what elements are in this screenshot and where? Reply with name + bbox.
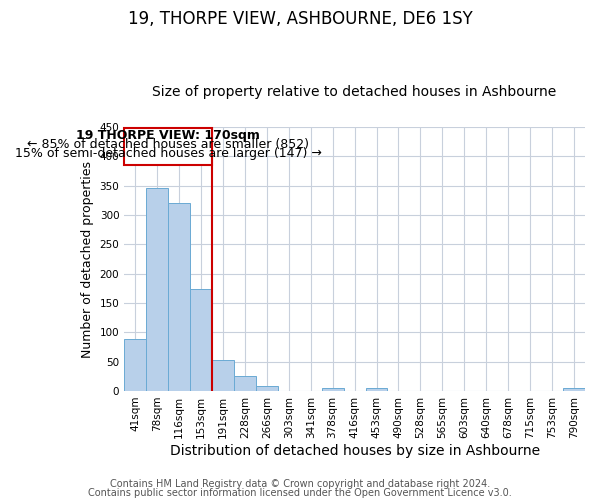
- Bar: [322, 388, 344, 391]
- Text: 19, THORPE VIEW, ASHBOURNE, DE6 1SY: 19, THORPE VIEW, ASHBOURNE, DE6 1SY: [128, 10, 472, 28]
- Bar: [146, 188, 168, 391]
- Title: Size of property relative to detached houses in Ashbourne: Size of property relative to detached ho…: [152, 86, 557, 100]
- Bar: [124, 128, 212, 165]
- Bar: [168, 204, 190, 391]
- Bar: [234, 376, 256, 391]
- Bar: [190, 289, 212, 391]
- Y-axis label: Number of detached properties: Number of detached properties: [81, 160, 94, 358]
- Bar: [365, 388, 388, 391]
- Bar: [563, 388, 585, 391]
- Bar: [256, 386, 278, 391]
- Bar: [212, 360, 234, 391]
- Text: ← 85% of detached houses are smaller (852): ← 85% of detached houses are smaller (85…: [27, 138, 309, 151]
- Text: Contains public sector information licensed under the Open Government Licence v3: Contains public sector information licen…: [88, 488, 512, 498]
- Text: Contains HM Land Registry data © Crown copyright and database right 2024.: Contains HM Land Registry data © Crown c…: [110, 479, 490, 489]
- X-axis label: Distribution of detached houses by size in Ashbourne: Distribution of detached houses by size …: [170, 444, 539, 458]
- Text: 19 THORPE VIEW: 170sqm: 19 THORPE VIEW: 170sqm: [76, 130, 260, 142]
- Bar: [124, 339, 146, 391]
- Text: 15% of semi-detached houses are larger (147) →: 15% of semi-detached houses are larger (…: [14, 147, 322, 160]
